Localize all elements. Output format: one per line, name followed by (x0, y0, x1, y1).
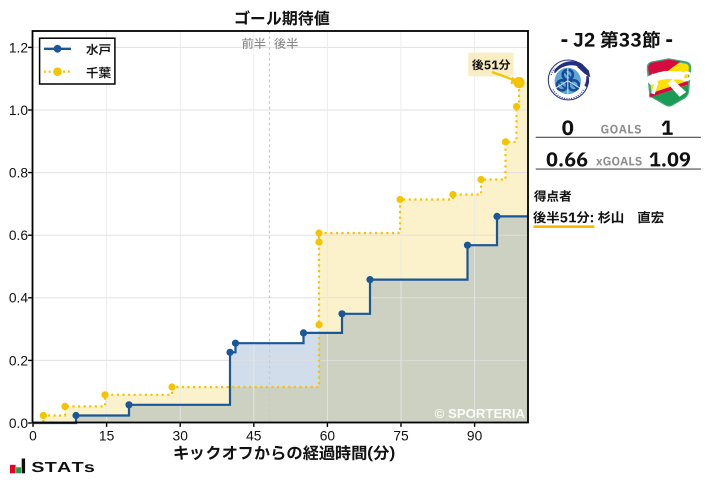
svg-text:0.4: 0.4 (9, 291, 29, 306)
svg-text:1.2: 1.2 (9, 40, 28, 55)
svg-text:0: 0 (29, 429, 37, 444)
svg-text:0.2: 0.2 (9, 353, 28, 368)
svg-text:45: 45 (246, 429, 262, 444)
svg-text:30: 30 (173, 429, 189, 444)
svg-text:75: 75 (393, 429, 409, 444)
svg-text:15: 15 (99, 429, 115, 444)
svg-text:0.0: 0.0 (9, 416, 29, 431)
svg-text:0.6: 0.6 (9, 228, 29, 243)
svg-text:1.0: 1.0 (9, 103, 29, 118)
svg-text:90: 90 (467, 429, 483, 444)
svg-text:0.8: 0.8 (9, 166, 29, 181)
svg-text:60: 60 (320, 429, 336, 444)
svg-text:© SPORTERIA: © SPORTERIA (435, 406, 526, 421)
